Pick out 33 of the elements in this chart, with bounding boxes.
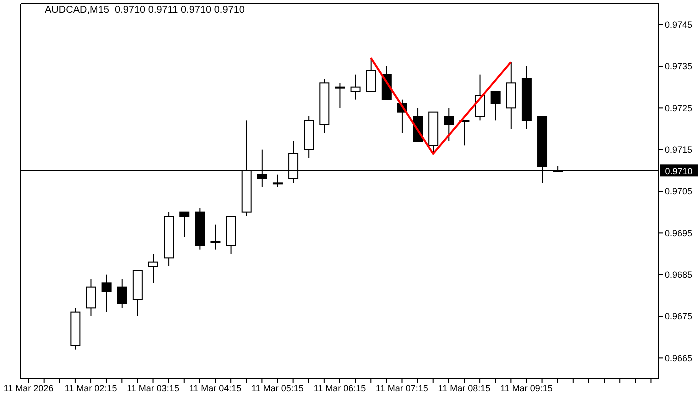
candlestick <box>148 254 158 284</box>
x-tick-label: 11 Mar 03:15 <box>127 383 180 394</box>
y-tick-label: 0.9705 <box>665 186 693 197</box>
candlestick <box>86 278 96 317</box>
y-tick-label: 0.9715 <box>665 145 693 156</box>
x-tick-label: 11 Mar 09:15 <box>500 383 553 394</box>
y-tick-label: 0.9725 <box>665 103 693 114</box>
candlestick <box>117 278 128 309</box>
candlestick <box>444 108 454 142</box>
x-tick-label: 11 Mar 07:15 <box>376 383 428 394</box>
candlestick <box>180 212 190 238</box>
candlestick <box>490 91 501 122</box>
candlestick <box>272 174 283 188</box>
candlestick <box>102 274 112 313</box>
x-tick-label: 11 Mar 05:15 <box>252 383 304 394</box>
x-tick-label: 11 Mar 04:15 <box>189 383 242 394</box>
ref-line-label: 0.9710 <box>665 166 693 177</box>
y-tick-label: 0.9675 <box>665 312 693 322</box>
y-tick-label: 0.9735 <box>665 62 693 72</box>
x-tick-label: 11 Mar 06:15 <box>314 383 366 394</box>
y-tick-label: 0.9665 <box>665 353 693 364</box>
x-tick-label: 11 Mar 02:15 <box>64 383 118 394</box>
y-tick-label: 0.9745 <box>665 20 693 30</box>
x-tick-label: 11 Mar 2026 <box>4 383 54 394</box>
y-tick-label: 0.9695 <box>665 228 693 238</box>
candlestick <box>350 74 361 100</box>
chart-title: AUDCAD,M15 0.9710 0.9711 0.9710 0.9710 <box>45 5 245 16</box>
candlestick <box>335 82 346 109</box>
candlestick <box>210 224 221 250</box>
candlestick <box>475 74 486 122</box>
y-tick-label: 0.9685 <box>665 270 693 280</box>
x-tick-label: 11 Mar 08:15 <box>438 383 491 394</box>
candlestick <box>366 58 376 92</box>
